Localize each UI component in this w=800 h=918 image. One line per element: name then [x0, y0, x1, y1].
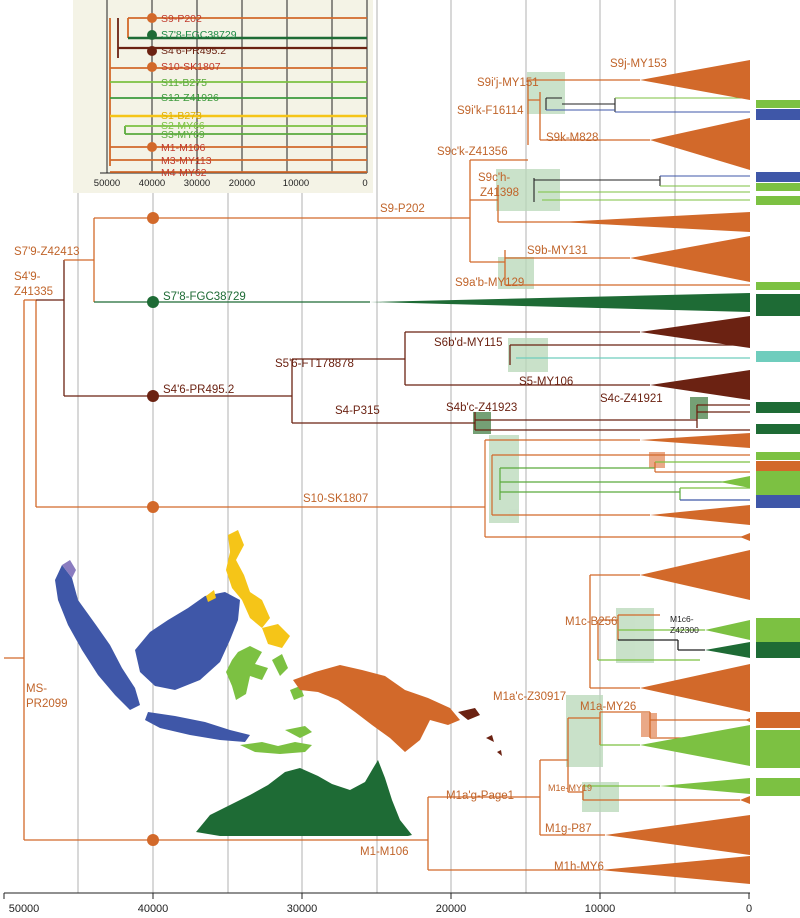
label-s6bd: S6b'd-MY115: [434, 337, 502, 349]
label-s9: S9-P202: [380, 203, 425, 215]
x-tick-label: 30000: [287, 903, 318, 915]
m1-clade: [427, 574, 750, 871]
region-map: [55, 530, 502, 836]
map-bismarck: [458, 708, 480, 720]
label-s9ch: S9c'h-: [478, 172, 510, 184]
label-m1ac: M1a'c-Z30917: [493, 691, 566, 703]
label-s4-9-2: Z41335: [14, 286, 53, 298]
label-s4bc: S4b'c-Z41923: [446, 402, 517, 414]
label-m1a: M1a-MY26: [580, 701, 636, 713]
label-s9ck: S9c'k-Z41356: [437, 146, 508, 158]
x-tick-label: 20000: [436, 903, 467, 915]
label-ms-2: PR2099: [26, 698, 68, 710]
inset-x-tick-label: 30000: [184, 178, 210, 189]
label-s5-6: S5'6-FT178878: [275, 358, 354, 370]
label-m1: M1-M106: [360, 846, 409, 858]
x-tick-label: 10000: [585, 903, 616, 915]
label-m1c: M1c-B256: [565, 616, 617, 628]
label-s4: S4-P315: [335, 405, 380, 417]
clade-highlights-orange: [641, 452, 665, 737]
clade-highlights: [489, 72, 654, 812]
s4-6-clade: [404, 331, 750, 431]
inset-x-tick-label: 0: [362, 178, 367, 189]
x-tick-label: 40000: [138, 903, 169, 915]
label-m1c6: M1c6-: [670, 614, 694, 624]
map-north-tip: [62, 560, 76, 578]
inset-label-s4-6: S4'6-PR495.2: [161, 45, 226, 57]
map-new-guinea: [293, 665, 460, 752]
label-s7-8: S7'8-FGC38729: [163, 291, 246, 303]
inset-label-s10: S10-SK1807: [161, 61, 221, 73]
map-sulawesi: [226, 646, 268, 700]
inset-label-s2: S2-MY66: [161, 120, 205, 132]
x-tick-label: 50000: [9, 903, 40, 915]
label-s9ik: S9i'k-F16114: [457, 105, 524, 117]
map-philippines: [226, 530, 270, 628]
label-s9k: S9k-M828: [546, 132, 598, 144]
map-lesser-sunda: [240, 742, 312, 754]
label-s5: S5-MY106: [519, 376, 573, 388]
map-java: [145, 712, 250, 742]
inset-label-s11: S11-B275: [161, 77, 207, 89]
map-moluccas: [272, 654, 304, 700]
label-s4c: S4c-Z41921: [600, 393, 663, 405]
label-m1ag: M1a'g-Page1: [446, 790, 514, 802]
deep-branches: [4, 217, 485, 841]
label-s10: S10-SK1807: [303, 493, 368, 505]
inset-label-s1: S1-B273: [161, 110, 202, 122]
region-color-bar: [756, 100, 800, 796]
label-s9j: S9j-MY153: [610, 58, 667, 70]
s10-clade: [484, 439, 750, 538]
label-s9ij: S9i'j-MY151: [477, 77, 539, 89]
node-labels: MS- PR2099 S4'9- Z41335 S7'9-Z42413 S9-P…: [14, 58, 699, 873]
inset-label-m4: M4-MY62: [161, 167, 207, 179]
inset-label-s9: S9-P202: [161, 13, 202, 25]
label-s9ab: S9a'b-MY129: [455, 277, 524, 289]
map-mindanao: [262, 624, 290, 648]
map-borneo: [135, 592, 240, 690]
collapsed-clades: [370, 60, 750, 884]
inset-x-tick-label: 50000: [94, 178, 120, 189]
inset-label-s7-8: S7'8-FGC38729: [161, 29, 237, 41]
map-australia: [196, 760, 412, 836]
inset-x-tick-label: 40000: [139, 178, 165, 189]
map-islet: [206, 590, 216, 602]
inset-label-m1: M1-M106: [161, 142, 206, 154]
inset-label-s12: S12-Z41926: [161, 92, 219, 104]
inset-label-m3: M3-MY113: [161, 155, 212, 167]
label-s9ch-2: Z41398: [480, 187, 519, 199]
map-islands-east: [486, 735, 502, 756]
inset-x-tick-label: 20000: [229, 178, 255, 189]
map-timor: [285, 726, 312, 738]
x-tick-label: 0: [746, 903, 752, 915]
label-s4-6: S4'6-PR495.2: [163, 384, 234, 396]
map-sumatra: [55, 565, 140, 710]
label-m1c6-2: Z42300: [670, 625, 699, 635]
label-s7-9: S7'9-Z42413: [14, 246, 80, 258]
s9-subbranches: [533, 97, 750, 202]
label-s4-9: S4'9-: [14, 271, 41, 283]
inset-panel: 50000 40000 30000 20000 10000 0: [73, 0, 373, 193]
label-m1g: M1g-P87: [545, 823, 592, 835]
label-m1h: M1h-MY6: [554, 861, 604, 873]
node-dots: [147, 212, 159, 846]
label-m1e: M1e-MY19: [548, 783, 592, 793]
inset-x-tick-label: 10000: [283, 178, 309, 189]
main-x-axis: 50000 40000 30000 20000 10000 0: [3, 892, 752, 915]
label-s9b: S9b-MY131: [527, 245, 588, 257]
clade-highlights-dark: [473, 397, 708, 434]
label-ms: MS-: [26, 683, 47, 695]
inset-label-s3: S3-MY69: [161, 129, 205, 141]
